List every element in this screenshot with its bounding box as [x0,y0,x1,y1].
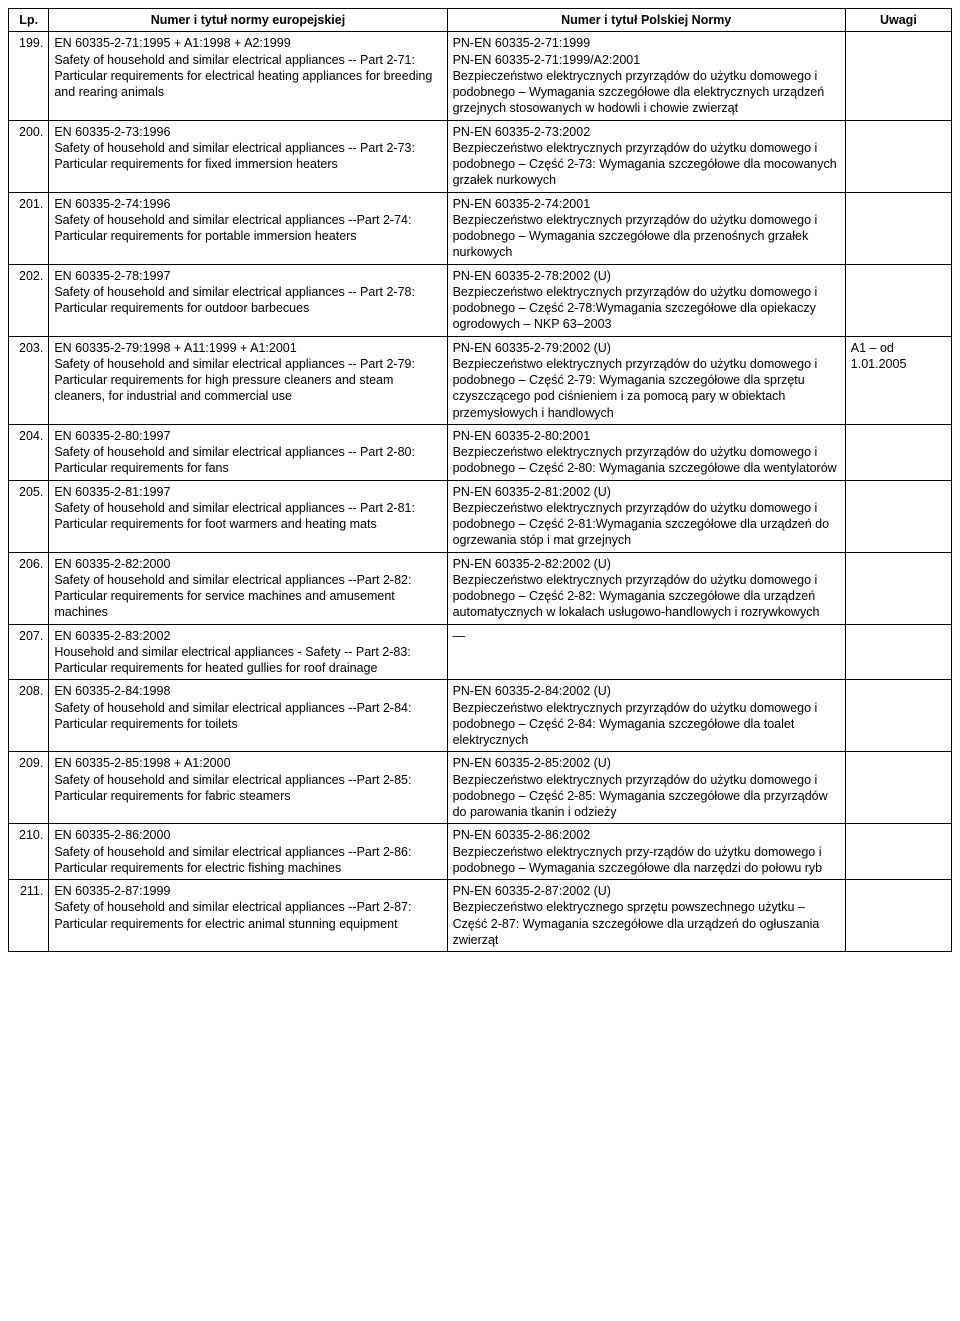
table-header-row: Lp. Numer i tytuł normy europejskiej Num… [9,9,952,32]
table-row: 202.EN 60335-2-78:1997Safety of househol… [9,264,952,336]
cell-eu-norm: EN 60335-2-84:1998Safety of household an… [49,680,447,752]
cell-lp: 211. [9,880,49,952]
cell-eu-norm: EN 60335-2-85:1998 + A1:2000Safety of ho… [49,752,447,824]
cell-eu-norm: EN 60335-2-86:2000Safety of household an… [49,824,447,880]
cell-eu-norm: EN 60335-2-71:1995 + A1:1998 + A2:1999Sa… [49,32,447,120]
table-row: 211.EN 60335-2-87:1999Safety of househol… [9,880,952,952]
cell-lp: 201. [9,192,49,264]
cell-pl-norm: PN-EN 60335-2-78:2002 (U)Bezpieczeństwo … [447,264,845,336]
cell-lp: 199. [9,32,49,120]
cell-eu-norm: EN 60335-2-80:1997Safety of household an… [49,424,447,480]
table-row: 200.EN 60335-2-73:1996Safety of househol… [9,120,952,192]
cell-uwagi [845,192,951,264]
cell-pl-norm: PN-EN 60335-2-86:2002Bezpieczeństwo elek… [447,824,845,880]
cell-uwagi [845,752,951,824]
cell-lp: 204. [9,424,49,480]
cell-eu-norm: EN 60335-2-87:1999Safety of household an… [49,880,447,952]
cell-lp: 202. [9,264,49,336]
cell-pl-norm: PN-EN 60335-2-87:2002 (U)Bezpieczeństwo … [447,880,845,952]
cell-pl-norm: PN-EN 60335-2-73:2002Bezpieczeństwo elek… [447,120,845,192]
cell-lp: 203. [9,336,49,424]
cell-pl-norm: PN-EN 60335-2-71:1999PN-EN 60335-2-71:19… [447,32,845,120]
table-row: 199.EN 60335-2-71:1995 + A1:1998 + A2:19… [9,32,952,120]
cell-uwagi [845,32,951,120]
cell-eu-norm: EN 60335-2-74:1996Safety of household an… [49,192,447,264]
cell-eu-norm: EN 60335-2-78:1997Safety of household an… [49,264,447,336]
standards-table: Lp. Numer i tytuł normy europejskiej Num… [8,8,952,952]
table-row: 210.EN 60335-2-86:2000Safety of househol… [9,824,952,880]
cell-pl-norm: PN-EN 60335-2-79:2002 (U)Bezpieczeństwo … [447,336,845,424]
table-row: 204.EN 60335-2-80:1997Safety of househol… [9,424,952,480]
table-row: 205.EN 60335-2-81:1997Safety of househol… [9,480,952,552]
cell-lp: 208. [9,680,49,752]
cell-lp: 206. [9,552,49,624]
cell-lp: 210. [9,824,49,880]
cell-pl-norm: — [447,624,845,680]
col-eu: Numer i tytuł normy europejskiej [49,9,447,32]
cell-uwagi: A1 – od 1.01.2005 [845,336,951,424]
cell-uwagi [845,824,951,880]
table-row: 207.EN 60335-2-83:2002Household and simi… [9,624,952,680]
cell-lp: 200. [9,120,49,192]
col-lp: Lp. [9,9,49,32]
cell-lp: 207. [9,624,49,680]
cell-uwagi [845,424,951,480]
cell-lp: 205. [9,480,49,552]
cell-eu-norm: EN 60335-2-79:1998 + A11:1999 + A1:2001S… [49,336,447,424]
table-row: 203.EN 60335-2-79:1998 + A11:1999 + A1:2… [9,336,952,424]
cell-uwagi [845,480,951,552]
cell-pl-norm: PN-EN 60335-2-74:2001Bezpieczeństwo elek… [447,192,845,264]
cell-lp: 209. [9,752,49,824]
cell-pl-norm: PN-EN 60335-2-80:2001Bezpieczeństwo elek… [447,424,845,480]
cell-uwagi [845,880,951,952]
cell-uwagi [845,624,951,680]
table-row: 201.EN 60335-2-74:1996Safety of househol… [9,192,952,264]
col-pl: Numer i tytuł Polskiej Normy [447,9,845,32]
cell-pl-norm: PN-EN 60335-2-81:2002 (U)Bezpieczeństwo … [447,480,845,552]
table-row: 209.EN 60335-2-85:1998 + A1:2000Safety o… [9,752,952,824]
table-row: 206.EN 60335-2-82:2000Safety of househol… [9,552,952,624]
table-row: 208.EN 60335-2-84:1998Safety of househol… [9,680,952,752]
cell-eu-norm: EN 60335-2-82:2000Safety of household an… [49,552,447,624]
cell-pl-norm: PN-EN 60335-2-85:2002 (U)Bezpieczeństwo … [447,752,845,824]
cell-pl-norm: PN-EN 60335-2-84:2002 (U)Bezpieczeństwo … [447,680,845,752]
cell-uwagi [845,264,951,336]
cell-eu-norm: EN 60335-2-81:1997Safety of household an… [49,480,447,552]
cell-pl-norm: PN-EN 60335-2-82:2002 (U)Bezpieczeństwo … [447,552,845,624]
col-uwagi: Uwagi [845,9,951,32]
cell-uwagi [845,680,951,752]
cell-eu-norm: EN 60335-2-83:2002Household and similar … [49,624,447,680]
cell-uwagi [845,552,951,624]
cell-eu-norm: EN 60335-2-73:1996Safety of household an… [49,120,447,192]
cell-uwagi [845,120,951,192]
